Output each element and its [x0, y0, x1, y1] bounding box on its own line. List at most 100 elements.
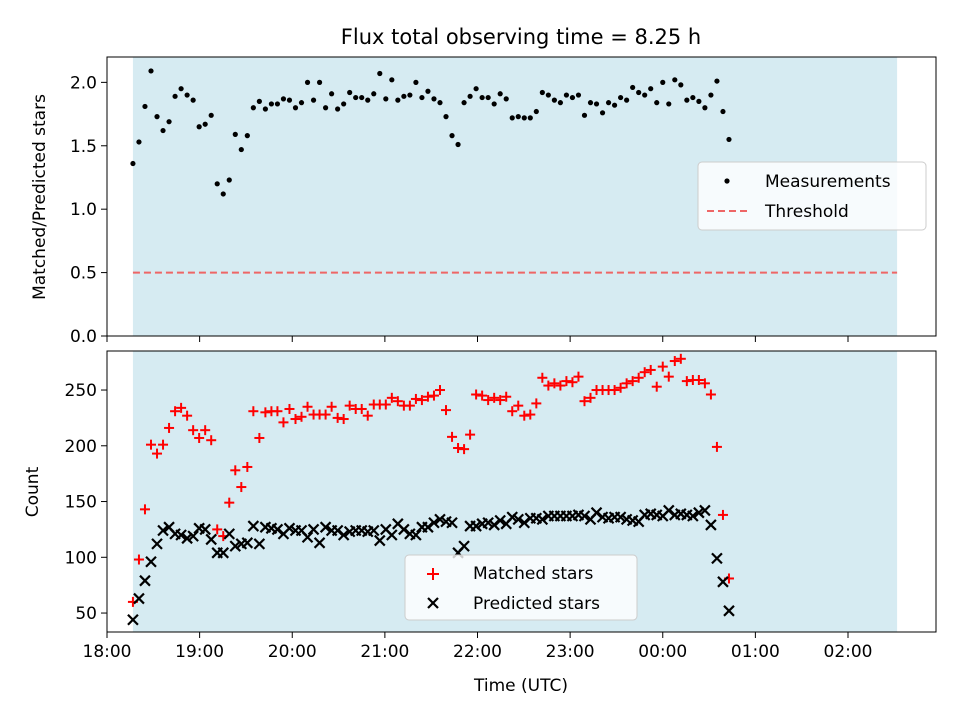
top-panel-frame — [106, 56, 937, 337]
measurement-point — [569, 94, 576, 101]
y-tick-label: 0.5 — [70, 264, 97, 284]
predicted-star-point — [705, 519, 717, 531]
measurement-point — [341, 101, 347, 107]
predicted-star-point — [482, 516, 494, 529]
matched-star-point — [260, 407, 271, 418]
measurement-point — [365, 97, 371, 103]
y-tick-label: 1.0 — [70, 200, 97, 220]
measurement-point — [599, 110, 606, 116]
matched-star-point — [543, 380, 554, 391]
measurement-point — [335, 106, 341, 112]
predicted-star-point — [127, 613, 139, 626]
bottom-legend-box — [404, 554, 638, 621]
matched-star-point — [615, 382, 626, 393]
bottom-panel: 50 100 150 200 250 18:00 19:00 20:00 21:00 22:00… — [23, 350, 937, 696]
predicted-star-point — [662, 504, 675, 517]
measurement-point — [684, 97, 690, 103]
predicted-star-point — [217, 547, 230, 559]
measurement-point — [618, 94, 624, 101]
measurement-point — [395, 97, 401, 103]
matched-star-point — [176, 402, 187, 413]
matched-star-point — [428, 390, 439, 401]
matched-star-point — [537, 372, 548, 383]
measurement-point — [708, 92, 714, 98]
measurement-point — [642, 92, 648, 98]
predicted-star-point — [223, 528, 236, 540]
measurement-point — [329, 91, 335, 97]
x-tick-label: 19:00 — [175, 642, 224, 662]
measurement-point — [479, 94, 485, 101]
predicted-star-point — [711, 552, 723, 565]
y-tick-label: 200 — [65, 437, 97, 457]
matched-star-point — [651, 381, 662, 392]
measurement-point — [455, 141, 461, 148]
y-tick-label: 150 — [65, 493, 97, 513]
measurement-point — [702, 105, 708, 111]
x-tick-label: 22:00 — [453, 642, 502, 662]
predicted-star-point — [157, 524, 169, 537]
top-panel-y-ticks: 0.0 0.5 1.0 1.5 2.0 — [70, 73, 107, 347]
legend-threshold-label: Threshold — [764, 202, 849, 222]
matched-star-point — [585, 392, 596, 403]
predicted-star-point — [151, 538, 163, 550]
measurement-point — [238, 146, 244, 153]
y-tick-label: 0.0 — [70, 327, 97, 347]
measurement-point — [551, 97, 557, 103]
measurement-point — [353, 94, 359, 101]
bottom-panel-x-ticks: 18:00 19:00 20:00 21:00 22:00 23:00 00:00 01:00… — [83, 632, 873, 662]
matched-star-point — [639, 367, 650, 378]
measurement-point — [545, 92, 551, 98]
y-tick-label: 250 — [65, 381, 97, 401]
measurement-point — [401, 93, 407, 99]
matched-star-point — [212, 524, 223, 535]
predicted-star-point — [422, 521, 434, 533]
measurement-point — [690, 94, 696, 101]
predicted-star-point — [386, 529, 398, 541]
matched-star-point — [645, 364, 656, 375]
matched-star-point — [380, 399, 391, 410]
matched-star-point — [200, 425, 211, 436]
predicted-star-point — [229, 540, 242, 552]
top-legend-box — [697, 161, 927, 231]
measurement-point — [443, 114, 449, 120]
measurement-point — [136, 139, 142, 145]
predicted-star-point — [518, 516, 531, 529]
predicted-star-point — [374, 534, 386, 547]
measurement-point — [214, 181, 220, 187]
matched-star-point — [224, 497, 235, 508]
top-panel-y-label: Matched/Predicted stars — [30, 94, 50, 300]
predicted-star-point — [241, 537, 254, 549]
predicted-star-point — [488, 519, 500, 531]
measurement-point — [262, 106, 268, 112]
matched-star-point — [182, 410, 193, 421]
measurement-point — [389, 77, 395, 83]
matched-star-point — [320, 409, 331, 420]
x-tick-label: 01:00 — [731, 642, 780, 662]
matched-star-point — [152, 448, 163, 459]
predicted-star-point — [458, 540, 470, 552]
y-tick-label: 1.5 — [70, 137, 97, 157]
measurement-point — [413, 79, 419, 85]
matched-star-point — [453, 443, 464, 454]
x-tick-label: 02:00 — [824, 642, 873, 662]
matched-star-point — [633, 372, 644, 383]
predicted-star-point — [687, 510, 699, 522]
measurement-point — [660, 79, 666, 85]
matched-star-point — [362, 410, 373, 421]
measurement-point — [316, 79, 323, 85]
matched-star-point — [489, 392, 500, 403]
matched-star-point — [699, 378, 710, 389]
measurement-point — [148, 68, 154, 74]
measurement-point — [196, 124, 202, 130]
measurement-point — [467, 93, 473, 99]
measurement-point — [220, 191, 226, 197]
measurement-point — [696, 98, 702, 104]
predicted-star-point — [187, 530, 199, 542]
measurement-point — [605, 100, 612, 106]
predicted-star-point — [398, 523, 410, 536]
matched-star-point — [434, 385, 445, 396]
measurement-point — [371, 91, 377, 97]
matched-star-point — [290, 414, 301, 425]
measurement-point — [184, 92, 190, 98]
